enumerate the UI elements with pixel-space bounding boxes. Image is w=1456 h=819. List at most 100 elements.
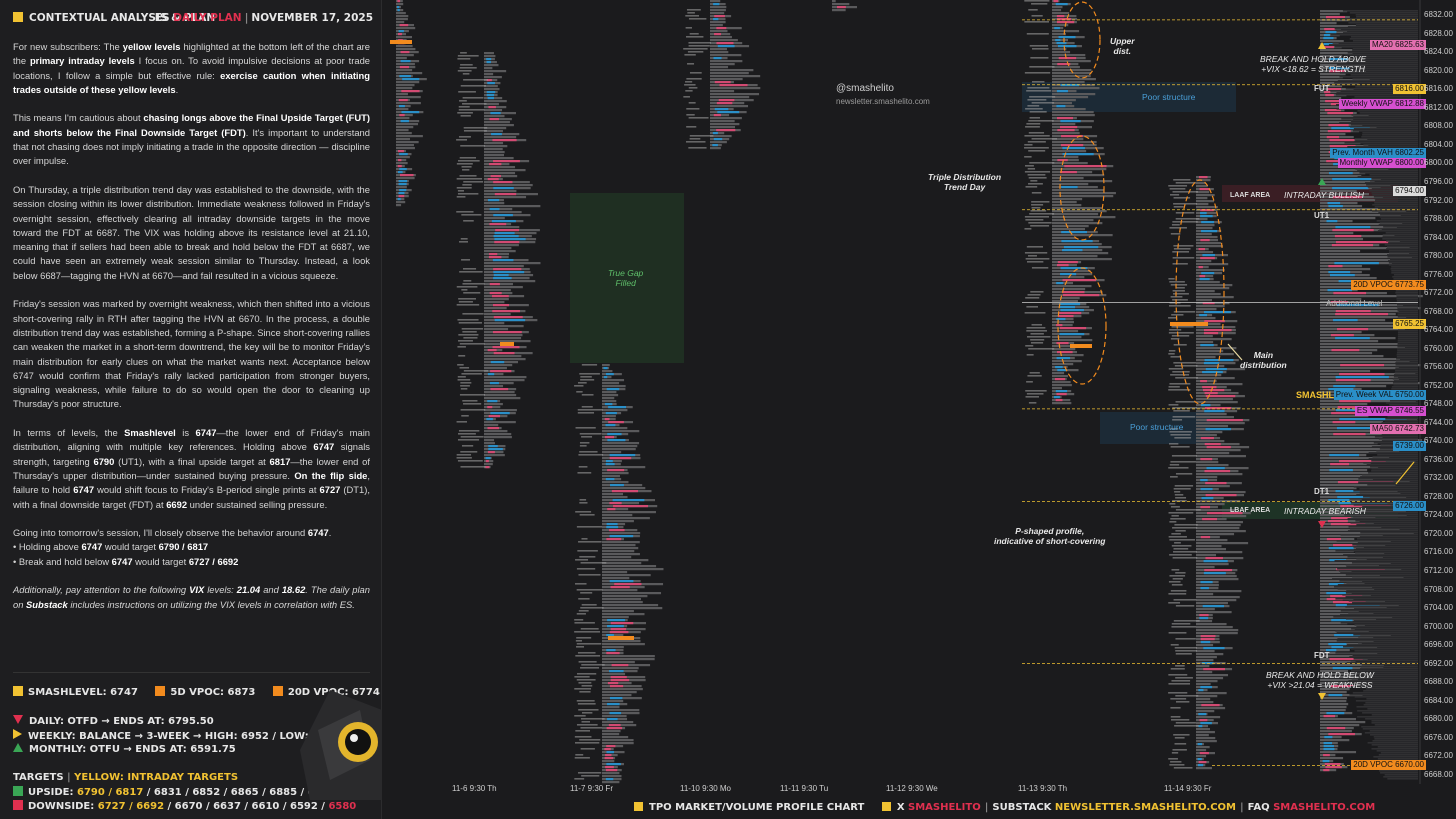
tpo-letter (580, 748, 595, 750)
tpo-letter (1168, 683, 1191, 685)
volume-bar (492, 310, 520, 313)
tpo-bar (1196, 440, 1225, 443)
panel-header: CONTEXTUAL ANALYSIS & PLAN ES DAILY PLAN… (13, 12, 373, 28)
substack-link[interactable]: NEWSLETTER.SMASHELITO.COM (1054, 802, 1237, 813)
tpo-letter (579, 514, 595, 516)
tpo-bar (484, 289, 511, 292)
tpo-bar (602, 511, 656, 514)
tpo-bar (1196, 527, 1240, 530)
tpo-letter (1171, 569, 1180, 571)
composite-volume-bar (1350, 74, 1418, 76)
tpo-letter (1175, 665, 1185, 667)
chart-canvas[interactable] (382, 0, 1456, 800)
tpo-letter (1173, 362, 1196, 364)
price-tick-label: 6780.00 (1424, 251, 1453, 261)
composite-volume-bar (1378, 212, 1418, 214)
volume-bar (1324, 736, 1333, 739)
faq-link[interactable]: SMASHELITO.COM (1273, 802, 1376, 813)
volume-bar (1323, 748, 1335, 751)
composite-volume-bar (1395, 370, 1418, 372)
tpo-bar (1320, 757, 1344, 760)
tpo-bar (710, 72, 749, 75)
volume-bar (607, 718, 618, 721)
tpo-letter (1028, 120, 1054, 122)
tpo-bar (1052, 384, 1072, 387)
tpo-letter (581, 406, 593, 408)
tpo-bar (1320, 739, 1350, 742)
tpo-letter (458, 301, 473, 303)
tpo-letter (1024, 156, 1032, 158)
price-tag: 6816.00 (1393, 84, 1426, 95)
tpo-bar (484, 367, 507, 370)
tpo-bar (602, 616, 629, 619)
tpo-bar (602, 601, 643, 604)
tpo-bar (602, 604, 659, 607)
volume-bar (1056, 117, 1073, 120)
x-handle-link[interactable]: SMASHELITO (908, 802, 981, 813)
composite-volume-bar (1352, 544, 1418, 546)
price-tag: Monthly VWAP 6800.00 (1337, 158, 1426, 169)
composite-volume-bar (1396, 352, 1418, 354)
tpo-bar (1320, 655, 1353, 658)
composite-volume-bar (1397, 314, 1418, 316)
tpo-bar (484, 463, 493, 466)
volume-bar (1328, 124, 1349, 127)
tpo-letter (463, 220, 474, 222)
tpo-letter (1170, 707, 1181, 709)
tpo-letter (460, 436, 484, 438)
volume-bar (1062, 153, 1094, 156)
tpo-chart[interactable]: Upper dist. Poor structure Poor structure… (382, 0, 1456, 800)
volume-bar (1326, 592, 1347, 595)
tpo-letter (461, 259, 470, 261)
tpo-bar (1052, 75, 1091, 78)
volume-bar (398, 30, 404, 33)
volume-bar (397, 165, 402, 168)
tpo-bar (1052, 360, 1082, 363)
tpo-letter (1174, 524, 1198, 526)
tpo-letter (1169, 227, 1187, 229)
tpo-letter (1171, 626, 1197, 628)
composite-volume-bar (1367, 708, 1418, 710)
volume-bar (1333, 385, 1356, 388)
tpo-bar (1052, 108, 1086, 111)
price-tick-label: 6744.00 (1424, 417, 1453, 427)
tpo-bar (1196, 338, 1232, 341)
tpo-bar (484, 307, 507, 310)
composite-volume-bar (1355, 168, 1418, 170)
composite-volume-bar (1361, 136, 1418, 138)
price-tag: Prev. Week VAL 6750.00 (1333, 390, 1426, 400)
tpo-bar (1320, 664, 1384, 667)
tpo-letter (1173, 620, 1200, 622)
composite-volume-bar (1387, 254, 1418, 256)
tpo-letter (1025, 396, 1040, 398)
tpo-bar (1052, 141, 1097, 144)
tpo-bar (1320, 478, 1373, 481)
volume-bar (493, 187, 514, 190)
volume-bar (1056, 342, 1069, 345)
composite-volume-bar (1354, 512, 1418, 514)
volume-bar (609, 457, 632, 460)
composite-volume-bar (1341, 118, 1418, 120)
composite-volume-bar (1376, 750, 1418, 752)
composite-volume-bar (1334, 560, 1418, 562)
volume-bar (608, 421, 624, 424)
volume-bar (1200, 536, 1211, 539)
tpo-letter (1168, 467, 1189, 469)
tpo-bar (484, 391, 515, 394)
tpo-bar (602, 481, 629, 484)
tpo-bar (396, 147, 415, 150)
tpo-letter (1172, 500, 1187, 502)
tpo-bar (484, 250, 516, 253)
downside-swatch-icon (13, 800, 23, 810)
composite-volume-bar (1396, 354, 1418, 356)
tpo-bar (1196, 656, 1217, 659)
volume-bar (1059, 312, 1082, 315)
volume-bar (487, 451, 495, 454)
composite-volume-bar (1393, 384, 1418, 386)
composite-volume-bar (1363, 690, 1418, 692)
composite-volume-bar (1395, 360, 1418, 362)
composite-volume-bar (1369, 174, 1418, 176)
tpo-bar (1196, 473, 1243, 476)
tpo-letter (579, 499, 587, 501)
volume-bar (1200, 581, 1213, 584)
